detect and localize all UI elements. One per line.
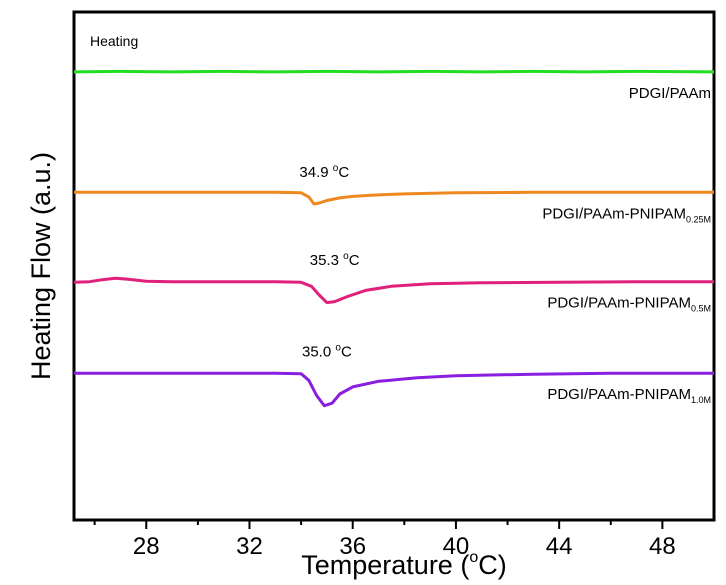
series-line-3 [73, 276, 714, 305]
series-lines [73, 69, 715, 408]
y-axis-title: Heating Flow (a.u.) [26, 152, 56, 380]
series-labels: PDGI/PAAm PDGI/PAAm-PNIPAM0.25M PDGI/PAAm-… [542, 85, 711, 405]
x-axis-tick-labels: 28 32 36 40 44 48 [133, 533, 676, 560]
series-line-1 [73, 69, 715, 74]
series-label-3: PDGI/PAAm-PNIPAM0.5M [547, 295, 711, 314]
series-label-1: PDGI/PAAm [629, 85, 711, 102]
x-tick-label-36: 36 [339, 533, 366, 560]
x-axis-title-prefix: Temperature ( [301, 550, 469, 580]
plot-frame [72, 10, 716, 522]
peak-labels: 34.9 oC 35.3 oC 35.0 oC [299, 163, 359, 360]
x-axis-title-suffix: C) [478, 550, 507, 580]
series-line-2 [74, 190, 714, 206]
x-axis-title: Temperature (oC) [301, 549, 506, 580]
panel-annotation: Heating [90, 33, 138, 49]
x-tick-label-48: 48 [649, 533, 676, 560]
x-tick-label-32: 32 [236, 533, 263, 560]
peak-label-4: 35.0 oC [302, 342, 352, 360]
peak-label-2: 34.9 oC [299, 163, 349, 181]
peak-label-3: 35.3 oC [310, 251, 360, 269]
series-line-4 [74, 371, 714, 408]
x-axis-ticks [93, 520, 664, 529]
x-axis-title-degree: o [469, 549, 478, 566]
series-label-2: PDGI/PAAm-PNIPAM0.25M [542, 205, 711, 224]
x-tick-label-28: 28 [133, 533, 160, 560]
series-label-4: PDGI/PAAm-PNIPAM1.0M [547, 386, 711, 405]
x-tick-label-44: 44 [546, 533, 573, 560]
x-tick-label-40: 40 [443, 533, 470, 560]
